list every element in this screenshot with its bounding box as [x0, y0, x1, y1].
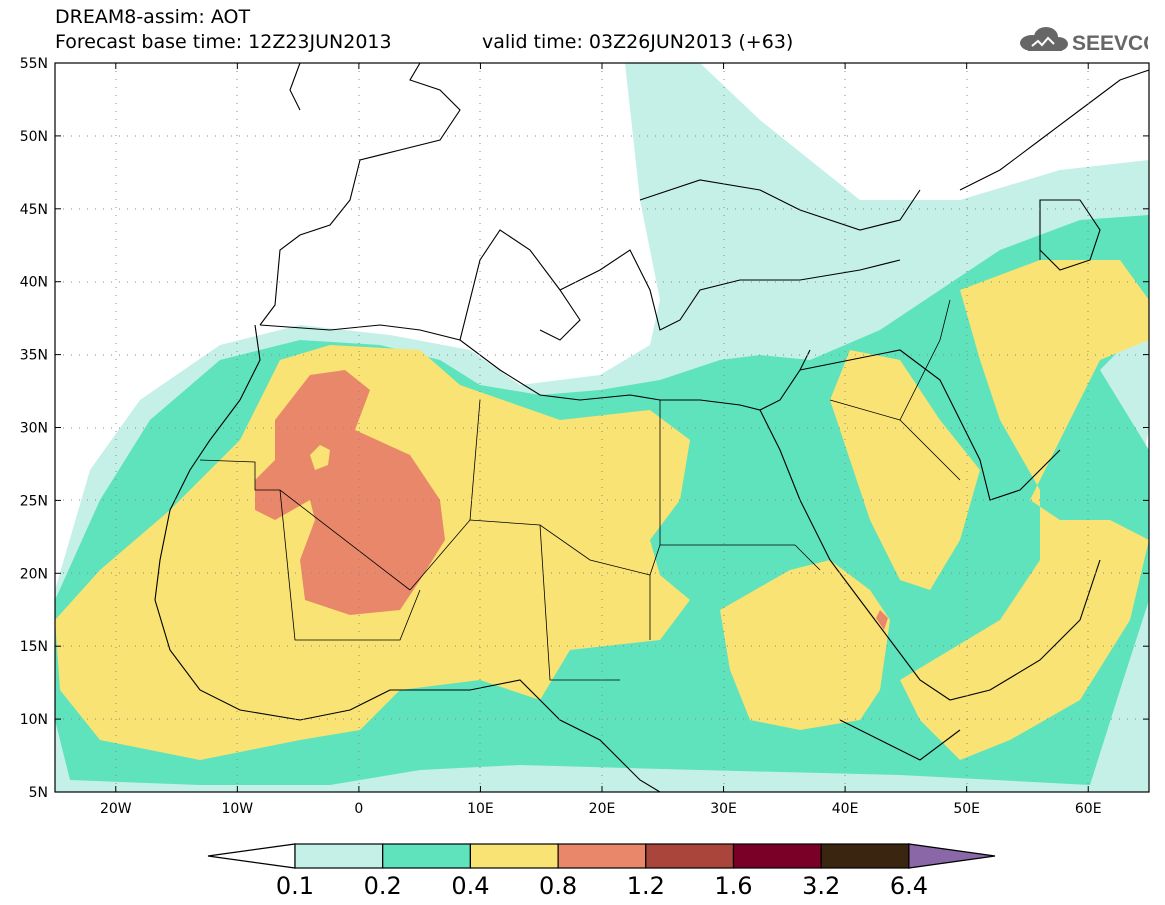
lon-label: 10E: [467, 801, 494, 817]
colorbar-right-arrow: [908, 843, 996, 869]
lat-label: 10N: [20, 712, 48, 728]
colorbar-segment: [469, 843, 559, 869]
colorbar-segment: [645, 843, 735, 869]
colorbar-segment: [557, 843, 647, 869]
country-borders: [199, 200, 1041, 681]
lat-label: 55N: [20, 56, 48, 72]
axis-ticks: [55, 62, 1149, 793]
colorbar-label: 0.2: [364, 872, 402, 900]
lat-labels: 5N 10N 15N 20N 25N 30N 35N 40N 45N 50N 55N: [20, 56, 48, 801]
colorbar-label: 0.4: [451, 872, 489, 900]
aot-field-0.4-0.8-hole: [310, 445, 330, 470]
colorbar-segment: [820, 843, 910, 869]
lon-label: 0: [354, 801, 363, 817]
lat-label: 15N: [20, 639, 48, 655]
seevccc-logo: SEEVCCC: [1020, 27, 1148, 55]
coastlines: [154, 63, 1149, 792]
cloud-icon: [1020, 27, 1068, 51]
aot-field-0.8-1.2: [255, 370, 888, 630]
lat-label: 35N: [20, 348, 48, 364]
valid-time: valid time: 03Z26JUN2013 (+63): [482, 31, 794, 53]
colorbar-segment: [382, 843, 472, 869]
lon-label: 60E: [1075, 801, 1102, 817]
colorbar-label: 3.2: [802, 872, 840, 900]
lat-label: 30N: [20, 421, 48, 437]
colorbar-label: 0.8: [539, 872, 577, 900]
colorbar-label: 1.6: [714, 872, 752, 900]
lat-label: 25N: [20, 493, 48, 509]
lat-label: 45N: [20, 202, 48, 218]
colorbar-segment: [294, 843, 384, 869]
lon-label: 20E: [589, 801, 616, 817]
lon-label: 20W: [100, 801, 132, 817]
chart-title: DREAM8-assim: AOT: [55, 6, 251, 28]
lon-labels: 20W 10W 0 10E 20E 30E 40E 50E 60E: [100, 801, 1102, 817]
lat-label: 50N: [20, 129, 48, 145]
colorbar-label: 1.2: [627, 872, 665, 900]
lon-label: 50E: [953, 801, 980, 817]
lat-label: 20N: [20, 566, 48, 582]
lon-label: 30E: [710, 801, 737, 817]
map-fields: [55, 63, 1149, 792]
colorbar: [207, 843, 996, 869]
forecast-base-time: Forecast base time: 12Z23JUN2013: [55, 31, 392, 53]
colorbar-label: 6.4: [890, 872, 928, 900]
colorbar-label: 0.1: [276, 872, 314, 900]
lon-label: 10W: [221, 801, 253, 817]
logo-text: SEEVCCC: [1072, 32, 1148, 55]
lat-label: 40N: [20, 275, 48, 291]
lon-label: 40E: [832, 801, 859, 817]
colorbar-labels: 0.1 0.2 0.4 0.8 1.2 1.6 3.2 6.4: [276, 872, 928, 900]
colorbar-left-arrow: [207, 843, 296, 869]
colorbar-segment: [732, 843, 822, 869]
lat-label: 5N: [29, 785, 48, 801]
